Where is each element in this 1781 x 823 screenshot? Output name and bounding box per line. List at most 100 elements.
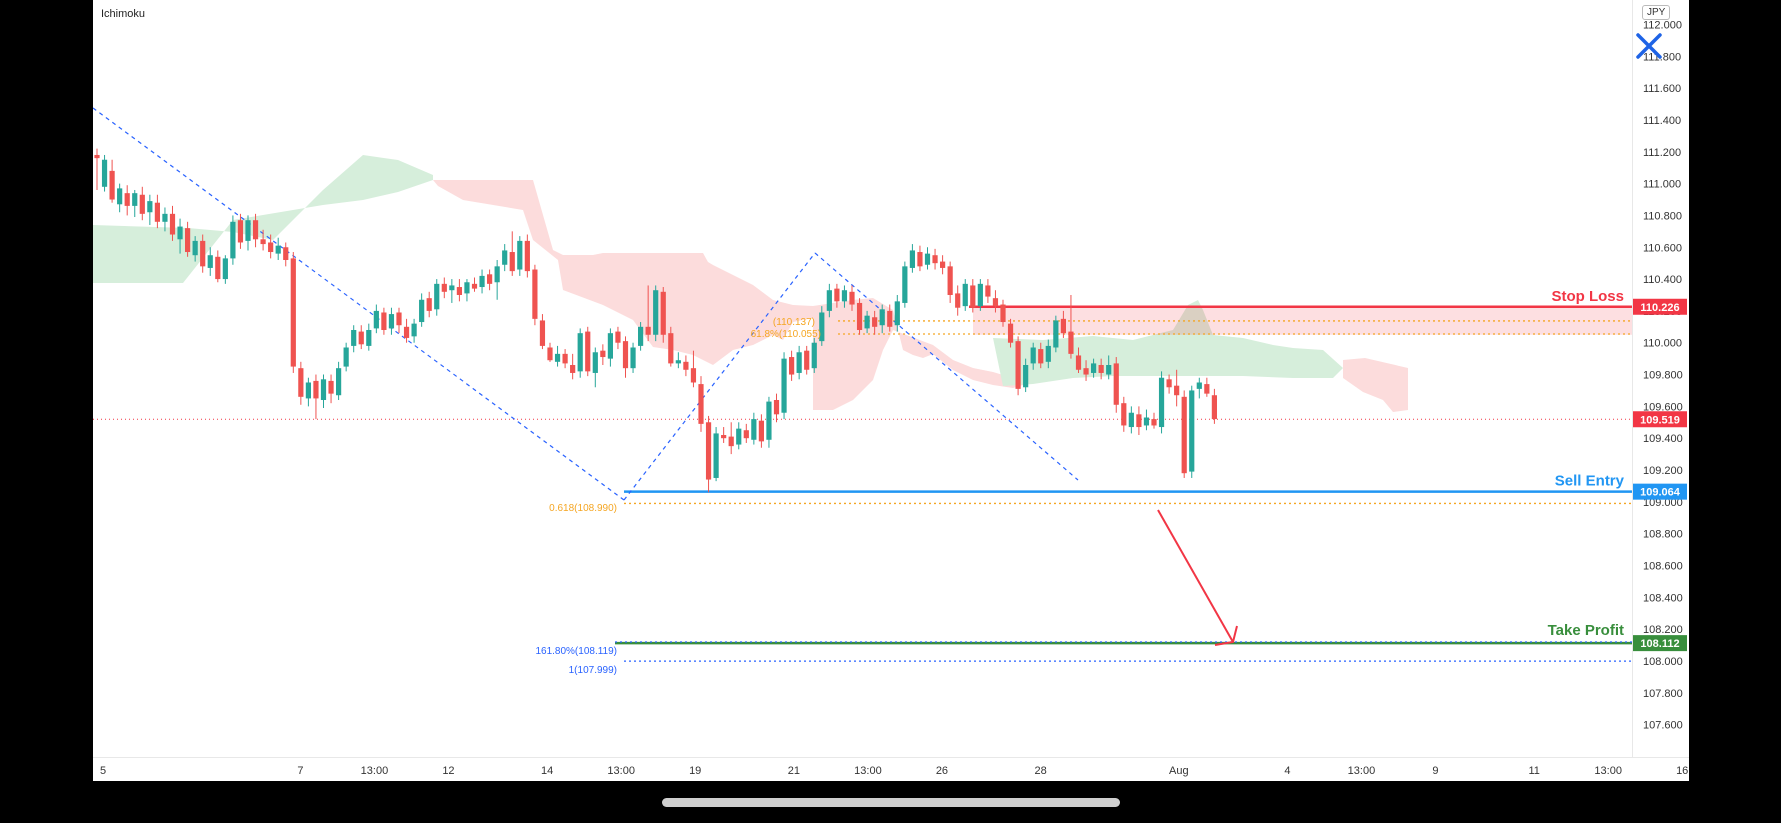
home-indicator[interactable] (662, 798, 1120, 807)
candle-body (471, 283, 478, 289)
candle (1091, 358, 1097, 378)
time-tick-label: 14 (541, 765, 553, 777)
candle (434, 279, 440, 316)
close-icon[interactable] (1633, 30, 1665, 62)
candle-body (1128, 412, 1134, 428)
candle-body (305, 382, 311, 399)
candle (381, 307, 387, 335)
candle (577, 328, 583, 378)
trend-lines-layer (93, 107, 1079, 501)
sell-entry-price-tag: 109.064 (1633, 483, 1687, 500)
candle (849, 285, 855, 311)
candle (207, 247, 213, 276)
last-price-tag: 109.519 (1633, 411, 1687, 428)
candle-body (1166, 379, 1172, 388)
time-axis[interactable] (93, 757, 1689, 758)
price-tick-label: 108.000 (1643, 656, 1683, 668)
chart-frame: Stop Loss Sell Entry Take Profit 0.618(108.… (93, 0, 1689, 781)
candle-body (336, 368, 342, 396)
candle-body (887, 310, 893, 327)
sell-entry-label: Sell Entry (1555, 473, 1625, 490)
candle-body (358, 331, 364, 345)
price-tag-text: 109.519 (1640, 414, 1680, 426)
price-tick-label: 108.400 (1643, 592, 1683, 604)
candle (1151, 412, 1157, 429)
candle (132, 189, 138, 218)
candle (487, 269, 493, 291)
candle-body (1196, 382, 1202, 389)
candle (1166, 374, 1172, 394)
candle-body (766, 401, 772, 440)
price-tick-label: 110.800 (1643, 210, 1682, 222)
candle-body (524, 240, 530, 272)
ichimoku-cloud-layer (93, 155, 1408, 412)
candle (819, 306, 825, 346)
stop-loss-price-tag: 110.226 (1633, 298, 1687, 315)
candle-body (1174, 385, 1180, 396)
candle-body (864, 315, 870, 329)
candle-body (585, 331, 591, 372)
candle (419, 293, 425, 327)
price-tick-label: 111.200 (1643, 147, 1681, 159)
time-tick-label: 13:00 (854, 765, 882, 777)
candle-body (683, 361, 689, 370)
price-tick-label: 111.400 (1643, 115, 1681, 127)
price-tag-text: 110.226 (1640, 302, 1679, 314)
candlestick-chart[interactable]: Stop Loss Sell Entry Take Profit 0.618(108.… (93, 0, 1689, 781)
candle-body (396, 312, 402, 326)
candle (185, 221, 191, 257)
candle-body (343, 347, 349, 367)
candle (743, 423, 749, 443)
candle-body (298, 368, 304, 397)
candle-body (101, 159, 108, 187)
candle-body (1083, 368, 1089, 375)
candle-body (917, 252, 923, 267)
candle-body (373, 310, 379, 329)
candle (449, 279, 455, 303)
candle (343, 342, 349, 372)
candle (464, 279, 470, 302)
candle-body (1068, 331, 1074, 354)
currency-badge[interactable]: JPY (1642, 5, 1671, 20)
candle (570, 353, 576, 380)
candle-body (403, 326, 410, 338)
candle-body (721, 435, 727, 439)
price-tags-layer: 110.226 109.064 108.112 109.519 (1633, 298, 1687, 652)
candle-body (290, 258, 296, 367)
candle (320, 374, 327, 408)
candle (856, 298, 863, 335)
price-tick-label: 109.600 (1643, 401, 1683, 413)
candle-body (668, 333, 674, 364)
time-tick-label: 7 (297, 765, 303, 777)
candle-body (728, 436, 734, 447)
candle-body (630, 347, 636, 369)
candle-body (804, 350, 810, 370)
take-profit-label: Take Profit (1548, 622, 1624, 639)
candle (668, 326, 674, 367)
price-axis[interactable] (1632, 0, 1689, 757)
candle-body (1030, 347, 1036, 364)
level-lines-layer (93, 305, 1632, 662)
candle (728, 422, 734, 455)
candle (653, 285, 659, 342)
candle-body (554, 353, 561, 362)
candle (290, 252, 296, 373)
candle-body (547, 347, 553, 361)
candle-body (1143, 417, 1150, 426)
candle-body (736, 428, 742, 445)
candle (1113, 357, 1119, 413)
candle-body (494, 266, 500, 283)
candle (1121, 396, 1127, 432)
time-tick-label: 28 (1035, 765, 1047, 777)
price-tag-text: 109.064 (1640, 487, 1681, 499)
candle-body (849, 291, 855, 305)
indicator-label[interactable]: Ichimoku (101, 8, 146, 20)
cloud-green-1 (93, 155, 433, 283)
candle-body (154, 202, 160, 222)
candle (985, 279, 991, 303)
candle-body (1060, 318, 1066, 334)
time-tick-label: Aug (1169, 765, 1189, 777)
candle-body (260, 239, 266, 245)
candle (456, 279, 462, 302)
cloud-red-3 (1343, 358, 1408, 412)
